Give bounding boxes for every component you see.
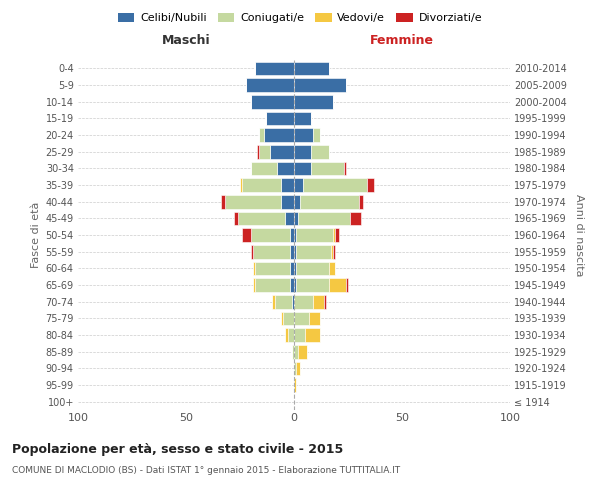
Bar xyxy=(324,295,326,308)
Bar xyxy=(255,262,290,275)
Bar xyxy=(277,162,294,175)
Bar xyxy=(251,228,290,242)
Bar xyxy=(294,378,296,392)
Bar xyxy=(290,278,294,292)
Text: Femmine: Femmine xyxy=(370,34,434,46)
Bar xyxy=(296,278,329,292)
Legend: Celibi/Nubili, Coniugati/e, Vedovi/e, Divorziati/e: Celibi/Nubili, Coniugati/e, Vedovi/e, Di… xyxy=(113,8,487,28)
Bar xyxy=(335,228,340,242)
Bar xyxy=(296,245,331,258)
Bar xyxy=(344,162,346,175)
Bar xyxy=(257,145,259,158)
Bar xyxy=(294,178,302,192)
Bar xyxy=(294,62,329,75)
Text: Maschi: Maschi xyxy=(161,34,211,46)
Bar xyxy=(251,245,253,258)
Bar xyxy=(302,178,367,192)
Bar xyxy=(311,145,329,158)
Bar xyxy=(247,78,294,92)
Bar xyxy=(272,295,275,308)
Bar xyxy=(298,212,350,225)
Y-axis label: Fasce di età: Fasce di età xyxy=(31,202,41,268)
Bar xyxy=(270,145,294,158)
Bar xyxy=(292,345,294,358)
Bar xyxy=(287,328,294,342)
Bar xyxy=(294,162,311,175)
Bar xyxy=(264,128,294,142)
Bar xyxy=(294,112,311,125)
Bar xyxy=(294,278,296,292)
Bar xyxy=(294,95,333,108)
Bar xyxy=(294,78,346,92)
Bar xyxy=(290,245,294,258)
Bar xyxy=(275,295,292,308)
Bar xyxy=(259,145,270,158)
Text: COMUNE DI MACLODIO (BS) - Dati ISTAT 1° gennaio 2015 - Elaborazione TUTTITALIA.I: COMUNE DI MACLODIO (BS) - Dati ISTAT 1° … xyxy=(12,466,400,475)
Bar xyxy=(313,295,324,308)
Bar xyxy=(296,262,329,275)
Bar xyxy=(294,312,309,325)
Bar xyxy=(251,95,294,108)
Bar xyxy=(333,245,335,258)
Bar xyxy=(266,112,294,125)
Bar xyxy=(253,278,255,292)
Bar xyxy=(221,195,225,208)
Bar xyxy=(333,228,335,242)
Bar xyxy=(283,312,294,325)
Bar xyxy=(281,312,283,325)
Bar xyxy=(305,328,320,342)
Bar xyxy=(259,128,264,142)
Bar xyxy=(286,328,287,342)
Bar xyxy=(253,245,290,258)
Bar xyxy=(286,212,294,225)
Bar xyxy=(313,128,320,142)
Bar xyxy=(292,295,294,308)
Bar xyxy=(329,262,335,275)
Bar xyxy=(329,278,346,292)
Bar xyxy=(251,162,277,175)
Bar xyxy=(309,312,320,325)
Bar xyxy=(294,145,311,158)
Bar xyxy=(294,328,305,342)
Text: Popolazione per età, sesso e stato civile - 2015: Popolazione per età, sesso e stato civil… xyxy=(12,442,343,456)
Bar xyxy=(296,228,333,242)
Bar xyxy=(294,262,296,275)
Bar xyxy=(294,295,313,308)
Bar xyxy=(238,212,286,225)
Bar xyxy=(242,178,281,192)
Bar xyxy=(359,195,363,208)
Bar xyxy=(253,262,255,275)
Bar xyxy=(242,228,251,242)
Bar xyxy=(290,228,294,242)
Bar xyxy=(298,345,307,358)
Bar xyxy=(255,278,290,292)
Bar xyxy=(346,278,348,292)
Bar xyxy=(281,195,294,208)
Bar xyxy=(294,345,298,358)
Bar xyxy=(311,162,344,175)
Bar xyxy=(350,212,361,225)
Bar xyxy=(233,212,238,225)
Bar xyxy=(281,178,294,192)
Bar xyxy=(290,262,294,275)
Bar xyxy=(301,195,359,208)
Bar xyxy=(225,195,281,208)
Bar xyxy=(294,212,298,225)
Bar xyxy=(367,178,374,192)
Bar xyxy=(255,62,294,75)
Bar xyxy=(294,245,296,258)
Bar xyxy=(294,362,296,375)
Bar xyxy=(240,178,242,192)
Bar xyxy=(294,195,301,208)
Y-axis label: Anni di nascita: Anni di nascita xyxy=(574,194,584,276)
Bar xyxy=(294,128,313,142)
Bar xyxy=(294,228,296,242)
Bar xyxy=(331,245,333,258)
Bar xyxy=(296,362,301,375)
